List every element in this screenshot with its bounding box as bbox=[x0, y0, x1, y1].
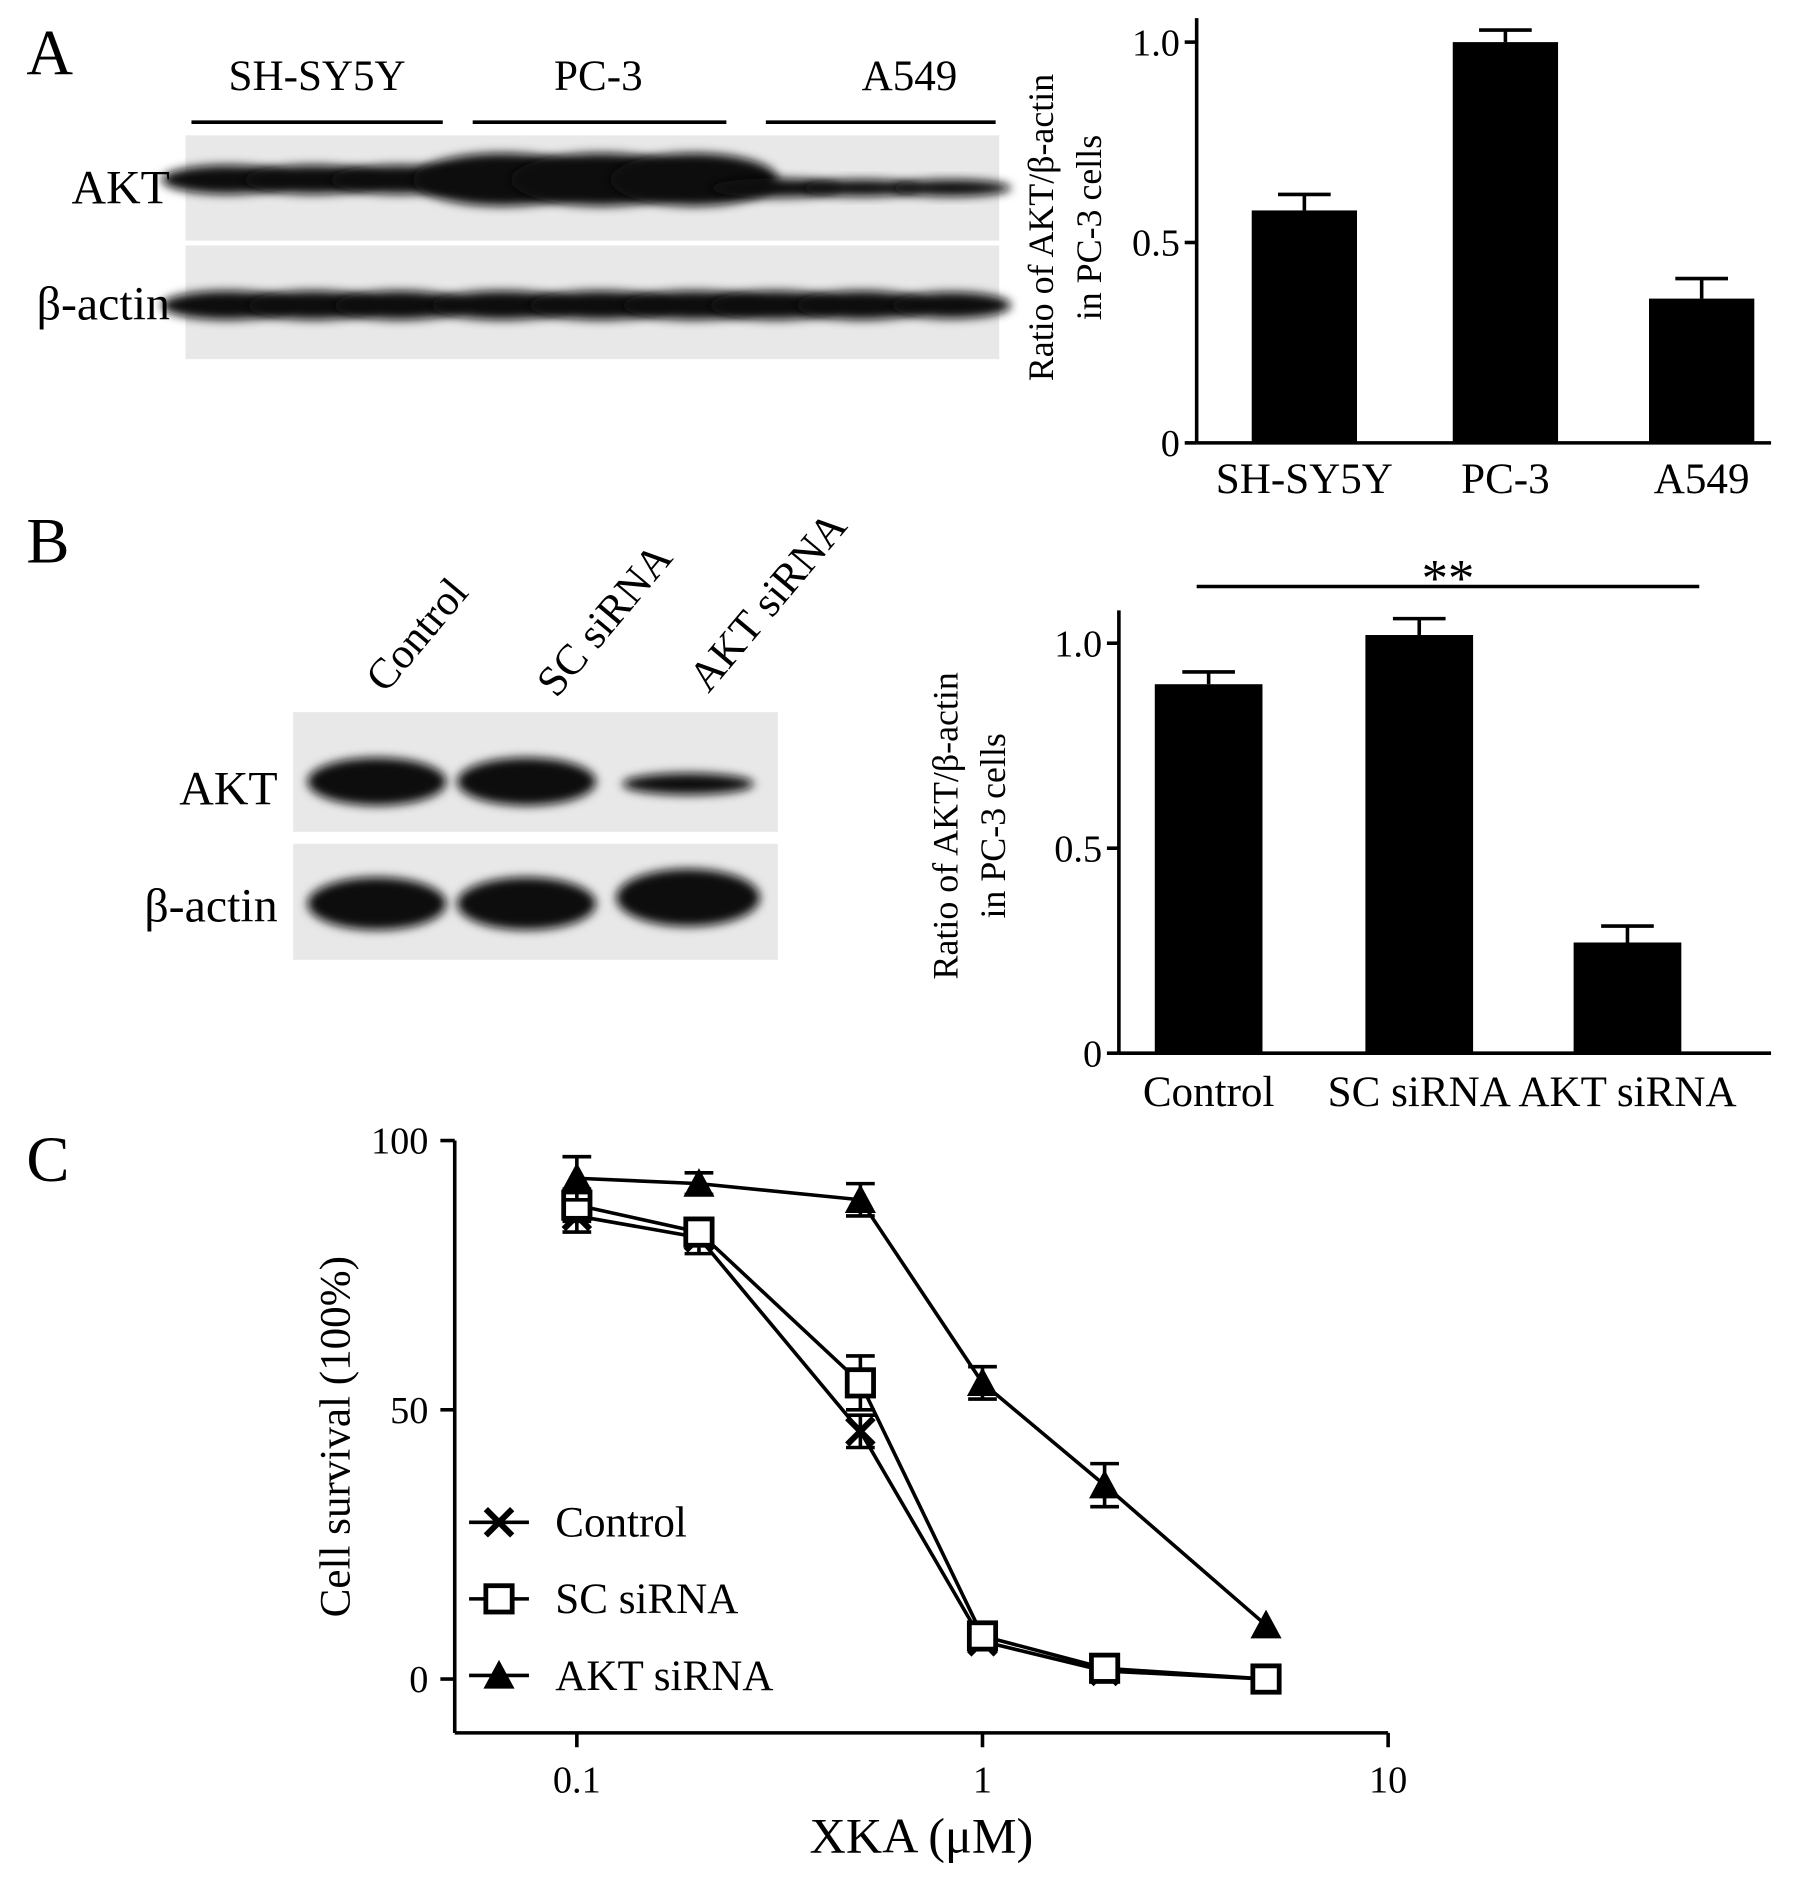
row-label: β-actin bbox=[37, 278, 170, 331]
marker bbox=[845, 1416, 876, 1447]
legend-label: AKT siRNA bbox=[555, 1653, 773, 1700]
lane-label: SC siRNA bbox=[528, 535, 682, 706]
blot-band bbox=[307, 757, 447, 806]
series-line bbox=[576, 1203, 1267, 1681]
y-tick-label: 50 bbox=[390, 1390, 428, 1432]
blot-band bbox=[457, 877, 596, 930]
series-line bbox=[576, 1214, 1267, 1681]
y-axis-label: in PC-3 cells bbox=[1069, 135, 1109, 320]
legend-label: Control bbox=[555, 1500, 687, 1547]
x-axis-label: XKA (μM) bbox=[810, 1808, 1034, 1864]
blot-band bbox=[616, 868, 760, 927]
x-tick-label: 0.1 bbox=[553, 1760, 601, 1802]
lane-label: A549 bbox=[862, 53, 958, 100]
x-tick-label: A549 bbox=[1654, 456, 1750, 503]
blot-band bbox=[307, 877, 447, 930]
bar bbox=[1573, 942, 1682, 1054]
blot-band bbox=[891, 292, 1012, 319]
marker bbox=[561, 1162, 593, 1192]
marker bbox=[683, 1216, 715, 1248]
marker bbox=[1089, 1469, 1121, 1499]
lane-label: Control bbox=[357, 570, 478, 701]
panel-label: A bbox=[26, 16, 73, 88]
legend-marker bbox=[483, 1506, 515, 1538]
marker bbox=[844, 1184, 876, 1213]
y-tick-label: 0 bbox=[409, 1659, 428, 1701]
marker bbox=[966, 1367, 999, 1397]
row-label: β-actin bbox=[144, 880, 277, 933]
blot-band bbox=[430, 290, 575, 320]
y-tick-label: 100 bbox=[371, 1121, 428, 1163]
lane-label: PC-3 bbox=[554, 53, 643, 100]
legend-marker bbox=[483, 1583, 515, 1615]
x-tick-label: 10 bbox=[1369, 1760, 1407, 1802]
marker bbox=[1250, 1609, 1282, 1639]
marker bbox=[1089, 1652, 1121, 1684]
y-tick-label: 0.5 bbox=[1132, 223, 1180, 265]
x-tick-label: 1 bbox=[973, 1760, 992, 1802]
legend-label: SC siRNA bbox=[555, 1576, 738, 1623]
lane-label: AKT siRNA bbox=[680, 503, 856, 700]
x-tick-label: AKT siRNA bbox=[1518, 1069, 1736, 1116]
bar bbox=[1452, 42, 1559, 443]
blot-band bbox=[457, 757, 596, 806]
marker bbox=[683, 1168, 715, 1197]
marker bbox=[966, 1620, 999, 1652]
blot-band bbox=[891, 179, 1012, 197]
panel-label: B bbox=[26, 505, 69, 577]
x-tick-label: SC siRNA bbox=[1328, 1069, 1511, 1116]
y-tick-label: 0 bbox=[1161, 423, 1180, 465]
marker bbox=[1250, 1663, 1282, 1695]
significance-label: ** bbox=[1422, 550, 1475, 608]
marker bbox=[844, 1367, 876, 1399]
bar bbox=[1251, 210, 1358, 443]
y-axis-label: Cell survival (100%) bbox=[312, 1256, 359, 1617]
blot-band bbox=[333, 290, 466, 320]
blot-band bbox=[709, 178, 842, 198]
y-tick-label: 0 bbox=[1083, 1033, 1102, 1075]
y-tick-label: 1.0 bbox=[1132, 22, 1180, 64]
x-tick-label: PC-3 bbox=[1461, 456, 1550, 503]
y-axis-label: Ratio of AKT/β-actin bbox=[1021, 74, 1061, 381]
bar bbox=[1154, 684, 1263, 1054]
bar bbox=[1649, 298, 1755, 443]
y-axis-label: in PC-3 cells bbox=[973, 733, 1013, 918]
y-axis-label: Ratio of AKT/β-actin bbox=[925, 672, 965, 979]
row-label: AKT bbox=[72, 162, 170, 215]
lane-label: SH-SY5Y bbox=[229, 53, 406, 100]
blot-band bbox=[795, 290, 928, 320]
y-tick-label: 0.5 bbox=[1054, 828, 1102, 870]
blot-band bbox=[622, 773, 754, 795]
x-tick-label: Control bbox=[1143, 1069, 1275, 1116]
legend-marker bbox=[483, 1659, 515, 1689]
series-line bbox=[576, 1176, 1268, 1627]
y-tick-label: 1.0 bbox=[1054, 623, 1102, 665]
blot-band bbox=[801, 179, 922, 197]
row-label: AKT bbox=[179, 762, 277, 815]
panel-label: C bbox=[26, 1123, 69, 1195]
bar bbox=[1365, 635, 1474, 1054]
x-tick-label: SH-SY5Y bbox=[1216, 456, 1393, 503]
